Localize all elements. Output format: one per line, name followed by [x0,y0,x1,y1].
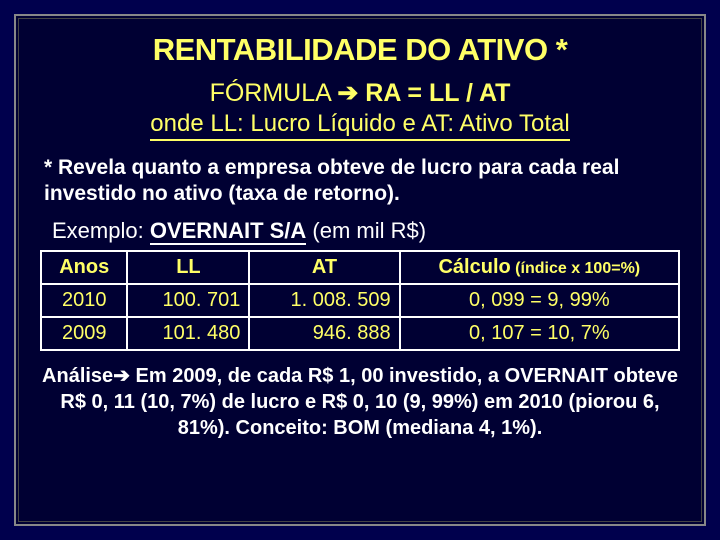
cell-ll: 100. 701 [127,284,249,317]
analysis-text: Análise➔ Em 2009, de cada R$ 1, 00 inves… [38,363,682,441]
slide-frame: RENTABILIDADE DO ATIVO * FÓRMULA ➔ RA = … [14,14,706,526]
col-ll: LL [127,251,249,284]
cell-ano: 2010 [41,284,127,317]
cell-calc: 0, 099 = 9, 99% [400,284,679,317]
table-header-row: Anos LL AT Cálculo (índice x 100=%) [41,251,679,284]
arrow-icon: ➔ [113,365,130,387]
cell-ano: 2009 [41,317,127,350]
formula-equation: RA = LL / AT [365,79,510,107]
data-table: Anos LL AT Cálculo (índice x 100=%) 2010… [40,250,680,351]
cell-calc: 0, 107 = 10, 7% [400,317,679,350]
example-line: Exemplo: OVERNAIT S/A (em mil R$) [52,218,676,244]
table-row: 2010 100. 701 1. 008. 509 0, 099 = 9, 99… [41,284,679,317]
cell-ll: 101. 480 [127,317,249,350]
formula-line: FÓRMULA ➔ RA = LL / AT [24,78,696,108]
description-text: * Revela quanto a empresa obteve de lucr… [44,155,676,208]
example-company: OVERNAIT S/A [150,218,306,245]
table-row: 2009 101. 480 946. 888 0, 107 = 10, 7% [41,317,679,350]
col-anos: Anos [41,251,127,284]
col-calc: Cálculo (índice x 100=%) [400,251,679,284]
cell-at: 1. 008. 509 [249,284,399,317]
formula-label: FÓRMULA [210,79,331,107]
analysis-body: Em 2009, de cada R$ 1, 00 investido, a O… [60,365,678,439]
col-at: AT [249,251,399,284]
col-calc-label: Cálculo [438,256,510,278]
onde-line: onde LL: Lucro Líquido e AT: Ativo Total [150,110,569,141]
slide-title: RENTABILIDADE DO ATIVO * [24,32,696,68]
example-unit: (em mil R$) [306,218,426,243]
arrow-icon: ➔ [337,79,358,107]
col-calc-sub: (índice x 100=%) [511,260,640,277]
analysis-label: Análise [42,365,113,387]
example-prefix: Exemplo: [52,218,150,243]
cell-at: 946. 888 [249,317,399,350]
